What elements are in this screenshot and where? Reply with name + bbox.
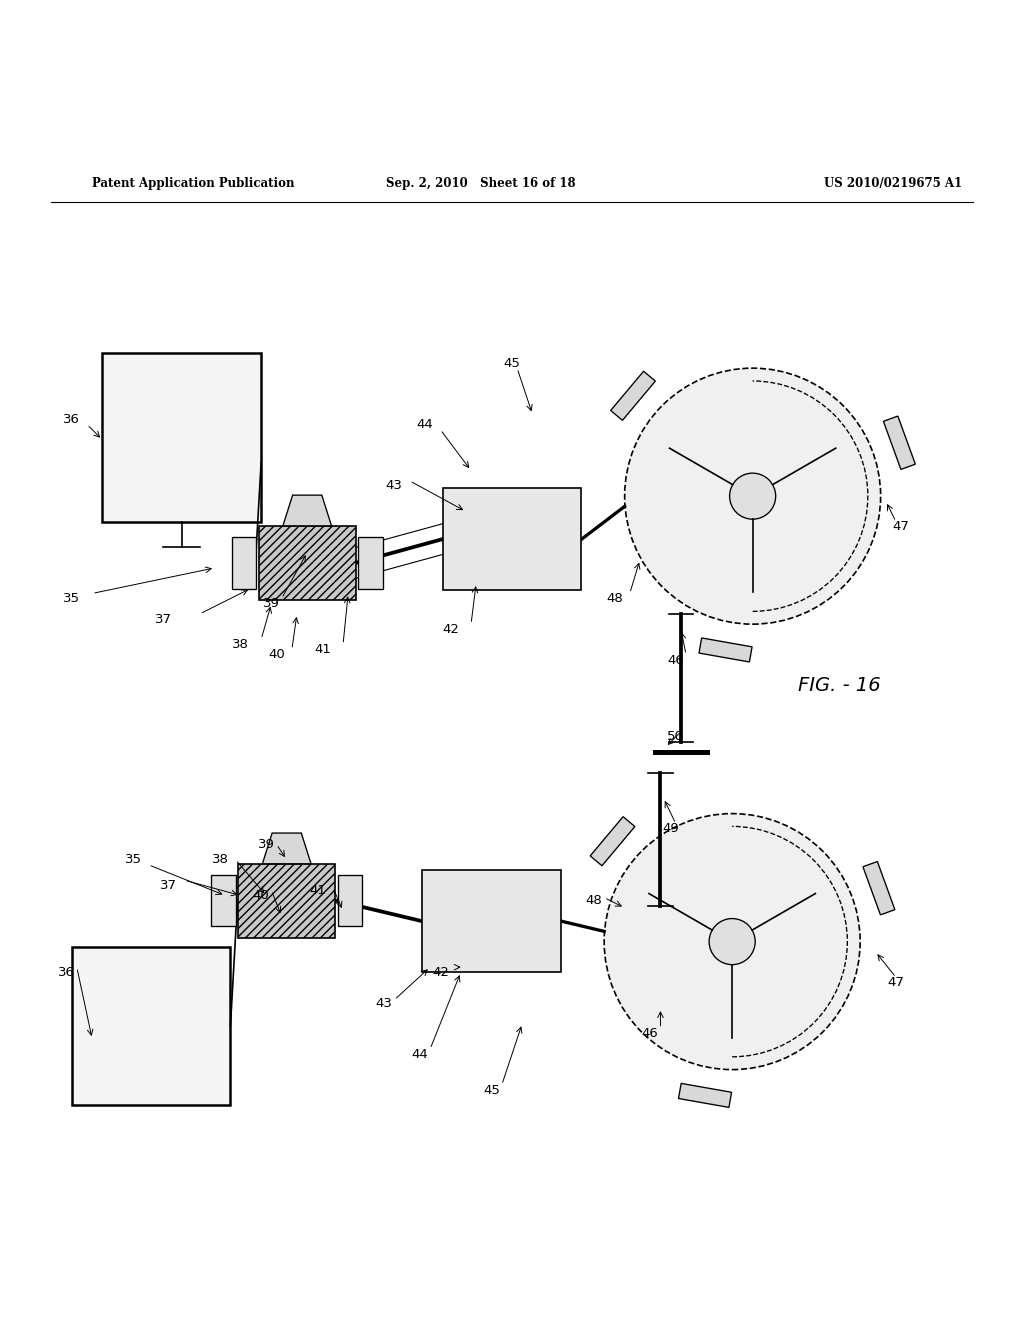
- Polygon shape: [610, 371, 655, 420]
- Text: 48: 48: [606, 593, 623, 605]
- Polygon shape: [590, 817, 635, 866]
- Polygon shape: [262, 833, 311, 863]
- Text: 39: 39: [258, 838, 274, 851]
- Polygon shape: [442, 488, 582, 590]
- Circle shape: [604, 813, 860, 1069]
- Text: 49: 49: [663, 822, 679, 836]
- Polygon shape: [422, 870, 561, 973]
- Polygon shape: [338, 875, 362, 927]
- Text: 35: 35: [125, 853, 141, 866]
- Polygon shape: [231, 537, 256, 589]
- Text: 42: 42: [432, 966, 449, 979]
- Circle shape: [729, 473, 776, 519]
- Text: Patent Application Publication: Patent Application Publication: [92, 177, 295, 190]
- Text: 38: 38: [212, 853, 228, 866]
- Polygon shape: [102, 352, 261, 521]
- Text: 37: 37: [161, 879, 177, 892]
- Text: 40: 40: [253, 890, 269, 902]
- Text: 42: 42: [442, 623, 459, 636]
- Polygon shape: [679, 1084, 731, 1107]
- Text: Sep. 2, 2010   Sheet 16 of 18: Sep. 2, 2010 Sheet 16 of 18: [386, 177, 577, 190]
- Polygon shape: [884, 416, 915, 470]
- Text: 47: 47: [893, 520, 909, 533]
- Text: 45: 45: [483, 1084, 500, 1097]
- Circle shape: [625, 368, 881, 624]
- Text: 35: 35: [63, 593, 80, 605]
- Text: 50: 50: [668, 730, 684, 743]
- Text: 44: 44: [412, 1048, 428, 1061]
- Text: 44: 44: [417, 418, 433, 430]
- Text: 37: 37: [156, 612, 172, 626]
- Text: 41: 41: [314, 643, 331, 656]
- Text: 39: 39: [263, 597, 280, 610]
- Text: 47: 47: [888, 975, 904, 989]
- Text: 43: 43: [386, 479, 402, 492]
- Text: 40: 40: [268, 648, 285, 661]
- Text: 36: 36: [63, 413, 80, 426]
- Text: US 2010/0219675 A1: US 2010/0219675 A1: [824, 177, 963, 190]
- Text: FIG. - 16: FIG. - 16: [799, 676, 881, 696]
- Polygon shape: [72, 946, 230, 1105]
- Text: 43: 43: [376, 997, 392, 1010]
- Text: 48: 48: [586, 894, 602, 907]
- Text: 46: 46: [642, 1027, 658, 1040]
- FancyBboxPatch shape: [239, 863, 336, 937]
- Polygon shape: [211, 875, 236, 927]
- Text: 38: 38: [232, 638, 249, 651]
- Text: 45: 45: [504, 356, 520, 370]
- Polygon shape: [699, 638, 752, 661]
- Polygon shape: [358, 537, 383, 589]
- FancyBboxPatch shape: [258, 525, 356, 599]
- Polygon shape: [863, 862, 895, 915]
- Circle shape: [709, 919, 755, 965]
- Text: 41: 41: [309, 884, 326, 896]
- Text: 46: 46: [668, 653, 684, 667]
- Polygon shape: [283, 495, 332, 525]
- Text: 36: 36: [58, 966, 75, 979]
